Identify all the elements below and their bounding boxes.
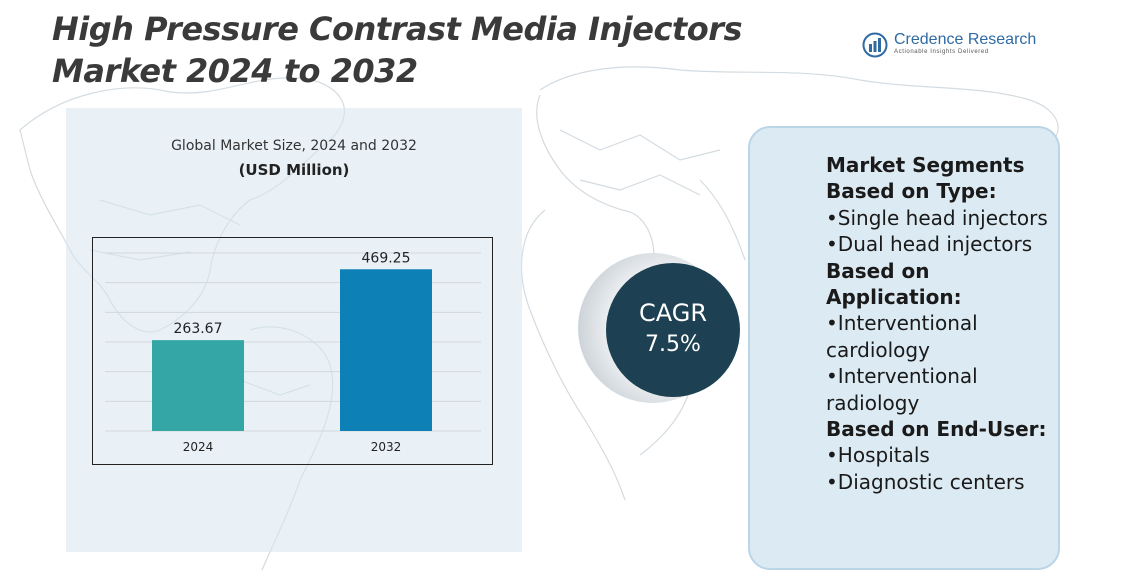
chart-panel [66, 108, 522, 552]
type-item: •Dual head injectors [826, 232, 1033, 257]
type-item: •Single head injectors [826, 205, 1048, 230]
application-item: •Interventional radiology [826, 364, 978, 415]
logo-name: Credence Research [894, 31, 1037, 48]
bar-chart: 263.67 2024 469.25 2032 [105, 250, 481, 454]
logo-tagline: Actionable Insights Delivered [894, 49, 989, 55]
segments-heading: Market Segments [826, 153, 1025, 177]
segments-list: Market Segments Based on Type: •Single h… [826, 152, 1058, 495]
bar-2024 [152, 340, 244, 431]
x-tick-label: 2024 [183, 440, 214, 454]
application-heading: Based on Application: [826, 258, 962, 310]
chart-title: Global Market Size, 2024 and 2032 [171, 138, 417, 154]
cagr-value: 7.5% [645, 332, 701, 357]
enduser-item: •Hospitals [826, 443, 930, 468]
type-heading: Based on Type: [826, 179, 997, 204]
chart-subtitle: (USD Million) [238, 161, 350, 179]
logo-icon [862, 32, 888, 58]
credence-research-logo: Credence Research Actionable Insights De… [862, 30, 1052, 62]
segments-panel [748, 126, 1060, 570]
bar-chart-frame: 263.67 2024 469.25 2032 [92, 237, 493, 465]
x-tick-label: 2032 [371, 440, 402, 454]
bar-2032 [340, 269, 432, 431]
enduser-heading: Based on End-User: [826, 417, 1047, 442]
bar-value-label: 469.25 [362, 250, 411, 266]
enduser-item: •Diagnostic centers [826, 469, 1025, 494]
cagr-badge: CAGR 7.5% [606, 263, 740, 397]
bar-value-label: 263.67 [174, 321, 223, 337]
cagr-label: CAGR [638, 299, 708, 327]
page-title: High Pressure Contrast Media Injectors M… [52, 10, 743, 90]
application-item: •Interventional cardiology [826, 311, 978, 362]
